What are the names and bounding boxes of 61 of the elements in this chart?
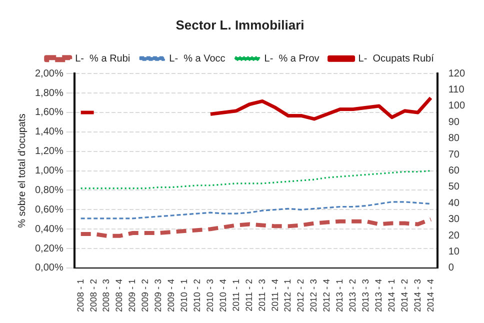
- y2-tick-label: 30: [448, 214, 460, 226]
- y2-tick-label: 100: [448, 100, 466, 112]
- y2-tick-label: 0: [448, 262, 454, 274]
- y-tick-label: 2,00%: [34, 68, 64, 80]
- y-tick-label: 0,80%: [34, 184, 64, 196]
- y2-tick-label: 80: [448, 133, 460, 144]
- line-series: [80, 201, 432, 220]
- y-axis-title: % sobre el total d'ocupats: [16, 114, 28, 228]
- y2-tick-label: 50: [448, 182, 460, 193]
- x-tick-label: 2010 - 4: [218, 278, 228, 312]
- y-tick-label: 0,00%: [34, 262, 64, 274]
- y-tick-label: 1,00%: [34, 166, 64, 177]
- x-tick-label: 2012 - 1: [282, 278, 293, 312]
- y2-tick-label: 70: [448, 149, 460, 160]
- x-tick-label: 2008 - 2: [88, 278, 98, 312]
- x-tick-label: 2009 - 3: [153, 278, 164, 312]
- chart-title: Sector L. Immobiliari: [176, 17, 304, 32]
- x-tick-label: 2013 - 4: [373, 278, 384, 312]
- line-series: [78, 217, 433, 238]
- y2-tick-label: 40: [448, 198, 460, 209]
- y2-tick-label: 60: [448, 166, 460, 177]
- x-tick-label: 2011 - 4: [270, 278, 280, 312]
- x-tick-label: 2009 - 4: [166, 278, 176, 312]
- x-tick-label: 2014 - 3: [412, 278, 422, 312]
- y-tick-label: 1,40%: [34, 126, 64, 138]
- y-tick-label: 0,40%: [34, 224, 64, 235]
- x-tick-label: 2010 - 1: [179, 278, 190, 312]
- y2-tick-label: 120: [448, 68, 466, 80]
- legend-label: L- % a Prov: [264, 53, 320, 64]
- x-tick-label: 2014 - 2: [399, 278, 410, 312]
- x-tick-label: 2012 - 3: [308, 278, 319, 312]
- x-tick-label: 2014 - 1: [386, 278, 396, 312]
- x-tick-label: 2012 - 2: [296, 278, 306, 312]
- x-tick-label: 2011 - 1: [230, 278, 241, 312]
- y-tick-label: 1,80%: [34, 88, 64, 99]
- legend-label: L- Ocupats Rubí: [358, 53, 434, 64]
- x-tick-label: 2008 - 1: [75, 278, 86, 312]
- y2-tick-label: 20: [448, 230, 460, 242]
- x-tick-label: 2014 - 4: [425, 278, 436, 312]
- x-tick-label: 2011 - 3: [256, 278, 267, 312]
- legend-label: L- % a Rubi: [75, 53, 130, 64]
- x-tick-label: 2012 - 4: [322, 278, 332, 312]
- x-tick-label: 2008 - 3: [101, 278, 112, 312]
- y-tick-label: 0,60%: [34, 204, 64, 216]
- line-series: [80, 170, 432, 190]
- legend-label: L- % a Vocc: [169, 53, 226, 64]
- x-tick-label: 2013 - 3: [360, 278, 371, 312]
- y2-tick-label: 90: [448, 116, 460, 128]
- y2-tick-label: 10: [448, 246, 460, 258]
- x-tick-label: 2010 - 3: [204, 278, 215, 312]
- y2-tick-label: 110: [448, 84, 465, 96]
- x-tick-label: 2008 - 4: [114, 278, 124, 312]
- y-tick-label: 0,20%: [34, 243, 64, 254]
- x-tick-label: 2009 - 2: [140, 278, 150, 312]
- x-tick-label: 2010 - 2: [192, 278, 202, 312]
- y-tick-label: 1,60%: [34, 107, 64, 118]
- x-tick-label: 2009 - 1: [127, 278, 138, 312]
- x-tick-label: 2013 - 1: [334, 278, 345, 312]
- x-tick-label: 2013 - 2: [348, 278, 358, 312]
- x-tick-label: 2011 - 2: [244, 278, 254, 312]
- y-tick-label: 1,20%: [34, 146, 64, 158]
